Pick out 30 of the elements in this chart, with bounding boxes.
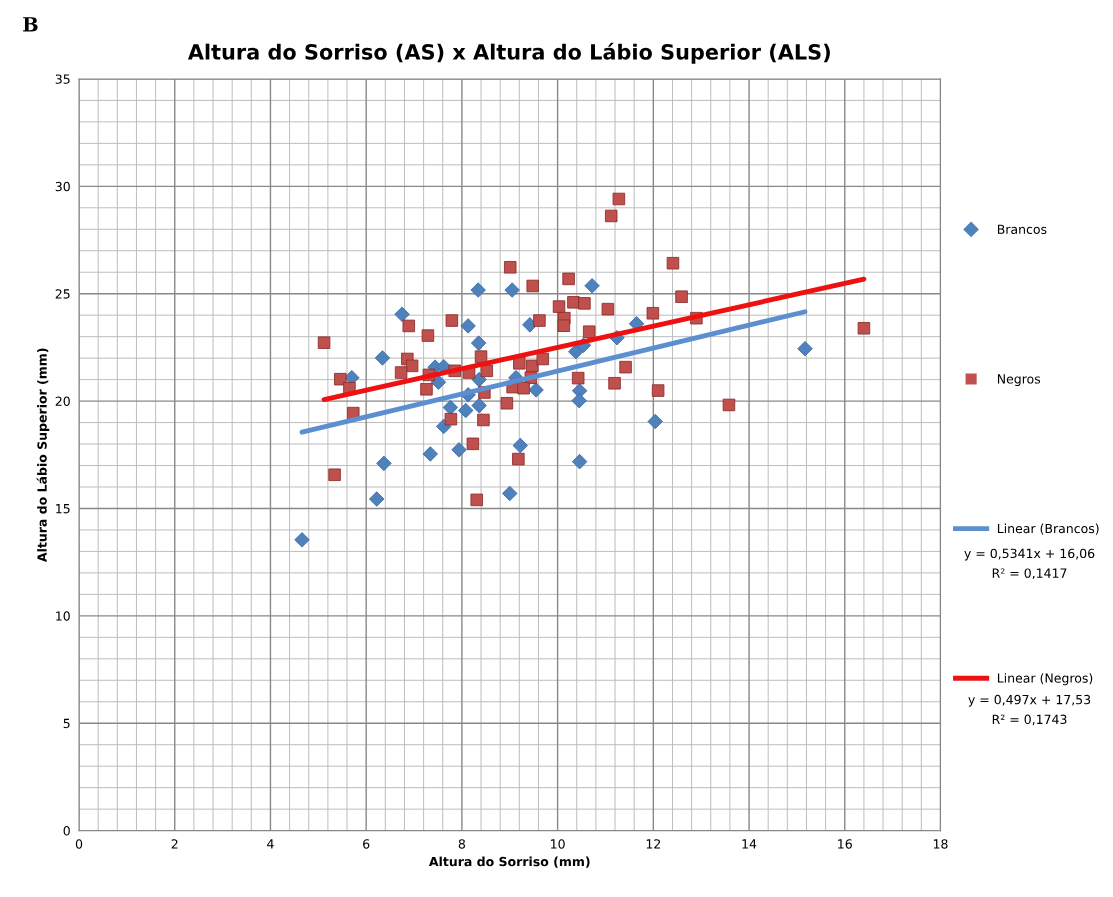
x-tick-label: 12: [646, 839, 661, 849]
x-tick-label: 10: [551, 839, 565, 849]
text: R² = 0,1417: [992, 568, 1067, 580]
chart-title: Altura do Sorriso (AS) x Altura do Lábio Superior (ALS): [187, 42, 830, 64]
legend-label: Linear (Negros): [997, 673, 1093, 686]
legend-label: Negros: [997, 374, 1041, 387]
text: y = 0,5341x + 16,06: [964, 548, 1095, 561]
y-tick-label: 20: [55, 396, 70, 407]
y-axis-title: Altura do Lábio Superior (mm): [36, 348, 50, 563]
y-tick-label: 30: [55, 181, 70, 192]
x-tick-label: 18: [933, 839, 948, 849]
x-tick-label: 14: [742, 839, 757, 849]
x-tick-label: 16: [838, 839, 852, 849]
x-tick-label: 2: [171, 839, 178, 849]
x-axis-title: Altura do Sorriso (mm): [428, 856, 590, 868]
x-tick-label: 0: [75, 839, 83, 849]
text: R² = 0,1743: [992, 714, 1067, 726]
text: B: [23, 17, 38, 32]
x-tick-label: 8: [458, 839, 466, 849]
x-tick-label: 4: [267, 839, 274, 849]
x-tick-label: 6: [363, 839, 370, 849]
y-tick-label: 25: [55, 289, 70, 299]
y-tick-label: 10: [56, 611, 70, 621]
y-tick-label: 15: [56, 504, 70, 514]
y-tick-label: 35: [55, 74, 70, 84]
legend-label: Brancos: [997, 224, 1047, 235]
y-tick-label: 0: [63, 826, 70, 836]
y-tick-label: 5: [63, 718, 70, 729]
legend-label: Linear (Brancos): [997, 523, 1099, 535]
text: y = 0,497x + 17,53: [968, 694, 1091, 707]
